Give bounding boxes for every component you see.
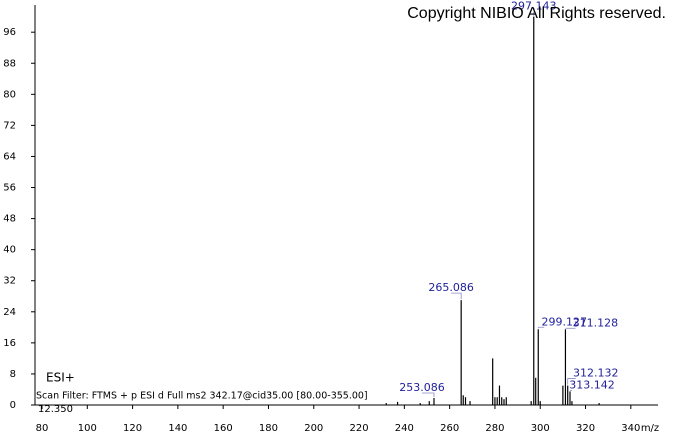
ion-mode: ESI+: [46, 371, 75, 385]
label-bracket: [421, 392, 435, 398]
x-tick-label: 300: [531, 423, 550, 434]
y-tick-label: 80: [3, 89, 16, 100]
x-tick-label: 140: [168, 423, 187, 434]
x-tick-label: 180: [259, 423, 278, 434]
y-tick-label: 64: [3, 151, 16, 162]
x-tick-label: 80: [36, 423, 49, 434]
y-tick-label: 88: [3, 58, 16, 69]
label-bracket: [451, 292, 462, 300]
retention-time: 12.350: [38, 404, 73, 415]
label-bracket: [537, 326, 545, 329]
y-tick-label: 16: [3, 338, 16, 349]
peak-label: 311.128: [573, 316, 619, 329]
peak-label: 313.142: [569, 378, 615, 391]
y-tick-label: 72: [3, 120, 16, 131]
y-tick-label: 32: [3, 276, 16, 287]
peak-label: 312.132: [573, 367, 619, 380]
x-tick-label: 200: [304, 423, 323, 434]
x-tick-label: 320: [576, 423, 595, 434]
x-tick-label: 120: [123, 423, 142, 434]
peak-label: 299.127: [542, 315, 588, 328]
peak-label: 265.086: [428, 281, 474, 294]
y-tick-label: 0: [10, 400, 16, 411]
x-tick-label: 240: [395, 423, 414, 434]
y-tick-label: 48: [3, 214, 16, 225]
peak-label: 297.143: [511, 0, 557, 13]
y-tick-label: 24: [3, 307, 16, 318]
x-tick-label: 260: [440, 423, 459, 434]
x-tick-label: 100: [78, 423, 97, 434]
x-tick-label: 280: [485, 423, 504, 434]
y-tick-label: 40: [3, 245, 16, 256]
y-tick-label: 96: [3, 27, 16, 38]
y-tick-label: 56: [3, 183, 16, 194]
copyright: Copyright NIBIO All Rights reserved.: [407, 5, 666, 22]
peak-label: 253.086: [399, 381, 445, 394]
x-axis-label: m/z: [641, 423, 659, 434]
x-tick-label: 340: [621, 423, 640, 434]
x-tick-label: 160: [214, 423, 233, 434]
y-tick-label: 8: [10, 369, 16, 380]
label-bracket: [567, 378, 576, 385]
scan-filter: Scan Filter: FTMS + p ESI d Full ms2 342…: [36, 391, 368, 402]
x-tick-label: 220: [350, 423, 369, 434]
